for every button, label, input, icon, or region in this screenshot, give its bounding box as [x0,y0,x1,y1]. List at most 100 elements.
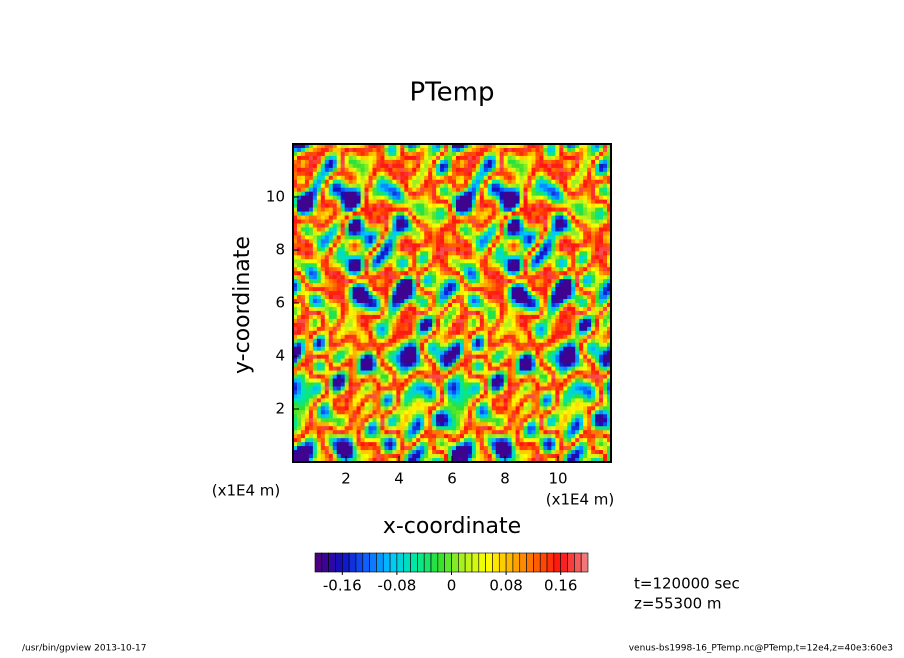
field-cell [340,199,346,205]
field-cell [543,247,548,252]
field-cell [328,251,334,256]
field-cell [495,239,501,244]
field-cell [567,326,572,332]
field-cell [535,235,540,240]
field-cell [487,144,493,149]
field-cell [491,239,497,244]
field-cell [491,235,497,240]
field-cell [455,215,461,221]
field-cell [595,191,600,197]
field-cell [440,295,445,300]
field-cell [364,223,370,228]
field-cell [487,211,493,217]
field-cell [503,271,509,276]
field-cell [328,326,334,332]
field-cell [591,247,596,252]
field-cell [503,187,509,193]
field-cell [424,199,429,205]
field-cell [523,219,529,224]
field-cell [471,191,477,197]
field-cell [352,338,358,344]
field-cell [531,259,536,264]
field-cell [388,306,393,312]
field-cell [563,243,568,248]
field-cell [555,195,560,201]
field-cell [463,247,469,252]
field-cell [567,346,572,352]
field-cell [404,179,409,185]
field-cell [455,207,461,213]
field-cell [328,279,334,284]
field-cell [471,259,477,264]
field-cell [400,159,405,165]
field-cell [368,167,373,173]
field-cell [507,151,513,157]
field-cell [364,271,370,276]
field-cell [551,310,556,316]
field-cell [396,199,401,205]
field-cell [348,163,354,169]
field-cell [607,382,612,387]
field-cell [595,211,600,217]
field-cell [547,366,552,372]
field-cell [547,271,552,276]
field-cell [308,231,314,236]
field-cell [571,251,576,256]
field-cell [404,303,409,308]
field-cell [300,175,306,181]
field-cell [412,303,417,308]
field-cell [344,231,350,236]
field-cell [483,366,489,372]
field-cell [579,366,584,372]
field-cell [527,350,532,356]
field-cell [531,227,536,232]
field-cell [567,231,572,236]
field-cell [471,219,477,224]
field-cell [384,334,389,340]
field-cell [360,183,366,189]
field-cell [420,354,425,360]
field-cell [607,187,612,193]
field-cell [587,330,592,336]
field-cell [412,235,417,240]
field-cell [452,310,457,316]
field-cell [527,366,532,372]
field-cell [312,243,318,248]
field-cell [392,299,397,304]
field-cell [471,291,477,296]
field-cell [467,223,473,228]
field-cell [583,223,588,228]
field-cell [352,283,358,288]
field-cell [543,342,548,348]
field-cell [503,279,509,284]
field-cell [448,187,453,193]
field-cell [364,334,370,340]
field-cell [547,203,552,209]
field-cell [300,291,306,296]
field-cell [487,187,493,193]
field-cell [348,354,354,360]
field-cell [515,239,521,244]
field-cell [591,287,596,292]
field-cell [400,358,405,364]
field-cell [515,382,521,387]
field-cell [527,175,532,181]
field-cell [388,159,393,165]
field-cell [412,374,417,380]
field-cell [495,362,501,368]
field-cell [535,167,540,173]
field-cell [499,231,505,236]
field-cell [388,219,393,224]
field-cell [416,366,421,372]
field-cell [416,159,421,165]
field-cell [547,310,552,316]
field-cell [551,167,556,173]
field-cell [296,267,302,272]
field-cell [607,147,612,153]
field-cell [376,263,381,268]
field-cell [388,338,393,344]
field-cell [320,144,326,149]
field-cell [579,354,584,360]
field-cell [503,155,509,161]
field-cell [344,378,350,383]
